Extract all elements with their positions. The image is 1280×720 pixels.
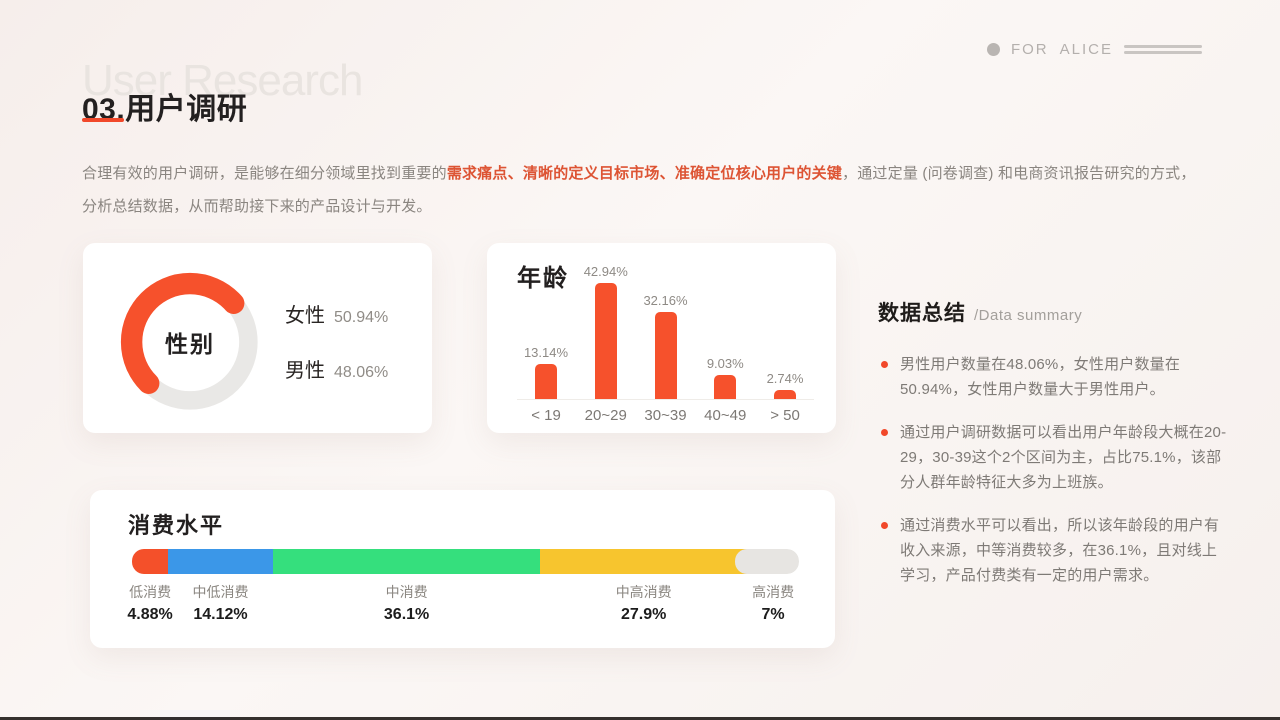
summary-bullet: 通过用户调研数据可以看出用户年龄段大概在20-29，30-39这个2个区间为主，…: [878, 420, 1228, 495]
legend-value: 50.94%: [334, 309, 389, 326]
age-category-label: < 19: [531, 407, 561, 424]
age-card: 年龄 13.14% 42.94% 32.16% 9.03% 2.74% < 19 20~2…: [487, 243, 836, 433]
age-bar: [714, 374, 737, 399]
consumption-card: 消费水平 低消费 4.88% 中低消费 14.12% 中消费 36.1% 中高消费 27.9%…: [90, 490, 835, 648]
age-bar-column: 13.14%: [517, 344, 575, 399]
consumption-category-label: 高消费: [752, 584, 795, 600]
watermark-title: User Research: [82, 56, 363, 105]
intro-highlight: 需求痛点、清晰的定义目标市场、准确定位核心用户的关键: [446, 165, 843, 182]
consumption-category-label: 中高消费: [615, 584, 672, 600]
consumption-category-label: 低消费: [129, 584, 172, 600]
age-bar-column: 32.16%: [637, 293, 695, 399]
summary-title: 数据总结: [878, 302, 966, 325]
age-bar-value-label: 42.94%: [583, 264, 628, 280]
gender-donut-chart: 性别: [117, 269, 263, 415]
gender-donut-arc: [120, 272, 260, 412]
summary-bullet: 通过消费水平可以看出，所以该年龄段的用户有收入来源，中等消费较多，在36.1%，…: [878, 513, 1228, 588]
age-bar: [594, 283, 617, 399]
consumption-segment: [540, 549, 748, 574]
brand-mark: FOR ALICE: [986, 41, 1202, 58]
age-bar-column: 42.94%: [577, 264, 635, 399]
age-bar-column: 2.74%: [756, 371, 814, 399]
age-category-label: 20~29: [584, 407, 627, 424]
legend-name: 女性: [285, 305, 325, 327]
data-summary: 数据总结 /Data summary 男性用户数量在48.06%，女性用户数量在…: [878, 297, 1228, 606]
gender-donut-center-label: 性别: [165, 331, 215, 357]
age-bar-value-label: 9.03%: [706, 355, 744, 371]
intro-paragraph: 合理有效的用户调研，是能够在细分领域里找到重要的需求痛点、清晰的定义目标市场、准…: [82, 157, 1202, 223]
age-chart-title: 年龄: [517, 265, 569, 292]
age-category-label: 40~49: [704, 407, 747, 424]
name-label: ALICE: [1059, 41, 1113, 58]
consumption-category-label: 中消费: [385, 584, 428, 600]
legend-name: 男性: [285, 360, 325, 382]
title-underline: [82, 118, 124, 122]
consumption-segment: [132, 549, 169, 574]
gender-legend: 女性 50.94% 男性 48.06%: [285, 299, 388, 409]
age-bar-column: 9.03%: [696, 356, 754, 399]
consumption-segment: [168, 549, 273, 574]
legend-value: 48.06%: [334, 364, 389, 381]
age-bar: [654, 312, 677, 399]
consumption-value-label: 14.12%: [193, 606, 248, 623]
gender-donut-svg: [120, 272, 260, 412]
age-category-label: 30~39: [644, 407, 687, 424]
summary-subtitle: /Data summary: [974, 307, 1083, 324]
slide-bottom-edge: [0, 717, 1280, 720]
age-category-label: > 50: [770, 407, 800, 424]
summary-bullet: 男性用户数量在48.06%，女性用户数量在50.94%，女性用户数量大于男性用户…: [878, 352, 1228, 402]
consumption-value-label: 36.1%: [383, 606, 430, 623]
consumption-category-label: 中低消费: [192, 584, 249, 600]
summary-heading: 数据总结 /Data summary: [878, 297, 1228, 327]
age-bar-value-label: 2.74%: [766, 371, 804, 386]
age-bar-value-label: 32.16%: [643, 293, 688, 309]
gender-legend-row: 男性 48.06%: [285, 354, 388, 383]
consumption-value-label: 4.88%: [127, 606, 173, 623]
age-bar-chart: 13.14% 42.94% 32.16% 9.03% 2.74%: [517, 260, 814, 400]
consumption-segment: [272, 549, 541, 574]
age-bar: [535, 363, 557, 399]
gender-legend-row: 女性 50.94%: [285, 299, 388, 328]
bullet-dot-icon: [986, 43, 1000, 56]
age-bar: [774, 390, 796, 399]
gender-card: 性别 女性 50.94% 男性 48.06%: [83, 243, 432, 433]
consumption-value-label: 7%: [761, 606, 785, 623]
double-line-icon: [1124, 45, 1202, 54]
for-label: FOR: [1010, 41, 1049, 58]
summary-bullet-list: 男性用户数量在48.06%，女性用户数量在50.94%，女性用户数量大于男性用户…: [878, 352, 1228, 588]
consumption-stacked-bar: [132, 549, 799, 574]
age-category-axis: < 19 20~29 30~39 40~49 > 50: [517, 407, 814, 424]
consumption-value-label: 27.9%: [621, 606, 667, 623]
consumption-chart-title: 消费水平: [128, 513, 225, 538]
age-bar-value-label: 13.14%: [523, 344, 569, 360]
intro-part1: 合理有效的用户调研，是能够在细分领域里找到重要的: [82, 165, 447, 182]
intro-part2: ，通过定量 (问卷调查) 和电商资讯报告研究的方式，分析总结数据，从而帮助接下来…: [82, 165, 1196, 215]
consumption-segment: [735, 549, 799, 574]
consumption-labels: 低消费 4.88% 中低消费 14.12% 中消费 36.1% 中高消费 27.9% 高消费 7%: [127, 582, 799, 634]
